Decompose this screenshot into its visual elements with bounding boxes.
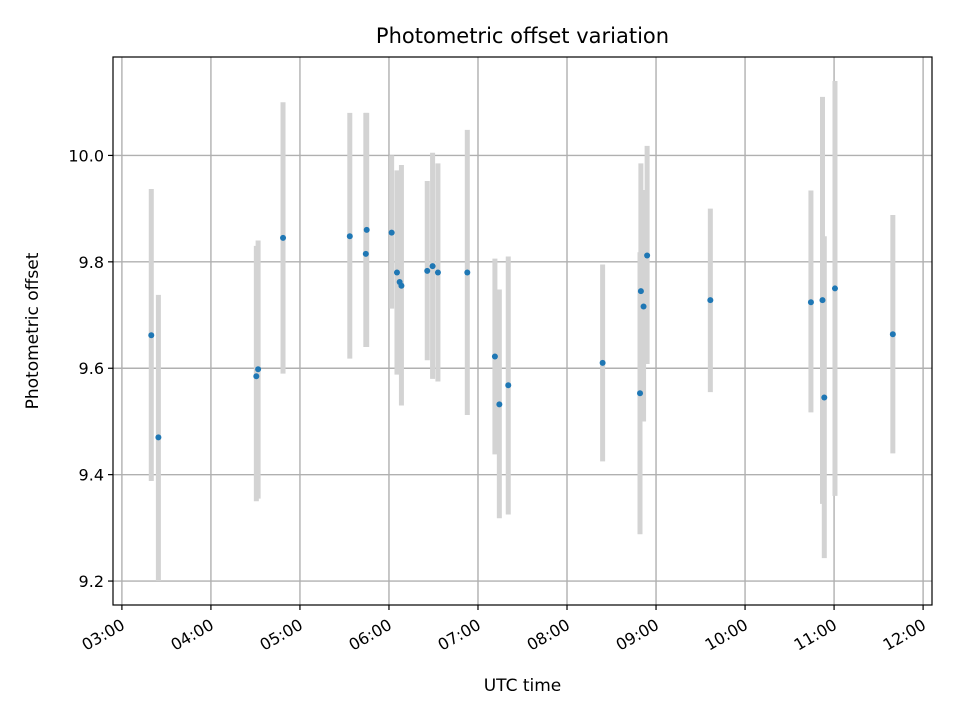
data-point xyxy=(505,382,512,389)
y-tick-label: 9.2 xyxy=(79,572,104,591)
data-point xyxy=(388,229,395,236)
y-tick-label: 9.6 xyxy=(79,359,104,378)
data-point xyxy=(398,282,405,289)
data-point xyxy=(821,394,828,401)
plot-frame xyxy=(112,56,933,606)
data-point xyxy=(491,353,498,360)
data-point xyxy=(155,434,162,441)
y-tick-label: 9.4 xyxy=(79,466,104,485)
data-point xyxy=(637,288,644,295)
data-point xyxy=(496,401,503,408)
y-tick-label: 10.0 xyxy=(68,146,104,165)
data-point xyxy=(819,297,826,304)
data-point xyxy=(707,297,714,304)
point-layer xyxy=(148,226,896,441)
grid-layer xyxy=(113,57,932,605)
y-tick-label: 9.8 xyxy=(79,253,104,272)
data-point xyxy=(148,332,155,339)
y-axis-label: Photometric offset xyxy=(23,252,43,409)
data-point xyxy=(807,299,814,306)
data-point xyxy=(599,359,606,366)
data-point xyxy=(363,226,370,233)
data-point xyxy=(393,269,400,276)
data-point xyxy=(644,252,651,259)
data-point xyxy=(362,250,369,257)
data-point xyxy=(831,285,838,292)
data-point xyxy=(346,233,353,240)
data-point xyxy=(889,331,896,338)
data-point xyxy=(253,373,260,380)
chart-title: Photometric offset variation xyxy=(376,24,669,48)
data-point xyxy=(637,390,644,397)
data-point xyxy=(424,267,431,274)
data-point xyxy=(434,269,441,276)
data-point xyxy=(464,269,471,276)
data-point xyxy=(429,263,436,270)
data-point xyxy=(280,234,287,241)
x-axis-label: UTC time xyxy=(484,676,562,696)
data-point xyxy=(640,303,647,310)
data-point xyxy=(255,366,262,373)
